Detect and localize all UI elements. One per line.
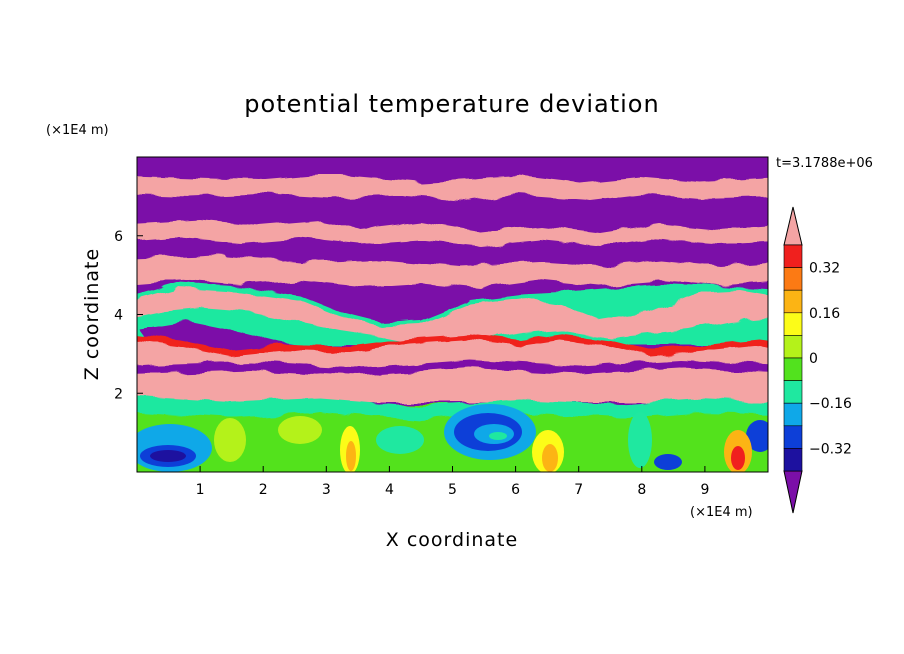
x-tick-label: 9 — [700, 482, 709, 498]
plot-area — [137, 157, 768, 472]
yellow-patch-1 — [214, 418, 246, 462]
colorbar-label: −0.16 — [809, 396, 852, 412]
colorbar-segment — [783, 357, 803, 381]
x-tick-label: 2 — [259, 482, 268, 498]
y-tick-label: 6 — [114, 229, 123, 245]
band-low-thin — [137, 360, 768, 376]
time-label: t=3.1788e+06 — [776, 156, 873, 171]
colorbar-segment — [783, 289, 803, 314]
x-tick-label: 1 — [196, 482, 205, 498]
colorbar-label: 0.16 — [809, 306, 840, 322]
y-axis-unit: (×1E4 m) — [46, 123, 109, 138]
x-tick-label: 7 — [574, 482, 583, 498]
bottom-edge — [137, 396, 768, 420]
eddy-center-core — [489, 432, 507, 440]
band-high-4 — [137, 288, 768, 344]
eddies — [137, 404, 768, 472]
yellow-patch-2 — [278, 416, 322, 444]
orange-plume-2-core — [542, 444, 558, 472]
x-tick-label: 5 — [448, 482, 457, 498]
orange-plume-1-core — [346, 441, 356, 471]
band-high-3 — [137, 255, 768, 288]
y-axis: 2 4 6 — [114, 229, 143, 402]
chart-title: potential temperature deviation — [244, 90, 659, 118]
colorbar-segment — [783, 448, 803, 472]
cyan-streak — [628, 412, 652, 468]
colorbar-arrow-top — [783, 206, 803, 246]
cyan-patch — [376, 426, 424, 454]
x-tick-label: 6 — [511, 482, 520, 498]
field-layers — [137, 174, 768, 472]
blue-far-right — [746, 420, 768, 452]
x-axis-unit: (×1E4 m) — [690, 505, 753, 520]
y-tick-label: 2 — [114, 386, 123, 402]
x-tick-label: 4 — [385, 482, 394, 498]
x-axis-label: X coordinate — [386, 529, 518, 551]
colorbar-segment — [783, 335, 803, 359]
y-axis-label: Z coordinate — [81, 248, 103, 380]
band-high-1 — [137, 174, 768, 201]
colorbar-label: −0.32 — [809, 441, 852, 457]
colorbar: 0.32 0.16 0 −0.16 −0.32 — [783, 206, 852, 514]
colorbar-segment — [783, 244, 803, 268]
x-tick-label: 8 — [637, 482, 646, 498]
y-tick-label: 4 — [114, 308, 123, 324]
colorbar-label: 0 — [809, 351, 818, 367]
x-axis: 1 2 3 4 5 6 7 8 9 — [196, 466, 709, 498]
colorbar-segment — [783, 402, 803, 427]
colorbar-segment — [783, 380, 803, 404]
colorbar-segment — [783, 312, 803, 336]
red-plume-core — [731, 446, 745, 470]
colorbar-segment — [783, 267, 803, 291]
eddy-left-core — [150, 450, 186, 462]
band-high-2 — [137, 220, 768, 246]
blue-right — [654, 454, 682, 470]
colorbar-label: 0.32 — [809, 261, 840, 277]
colorbar-arrow-bottom — [783, 470, 803, 514]
band-high-5 — [137, 340, 768, 402]
colorbar-segment — [783, 425, 803, 449]
x-tick-label: 3 — [322, 482, 331, 498]
